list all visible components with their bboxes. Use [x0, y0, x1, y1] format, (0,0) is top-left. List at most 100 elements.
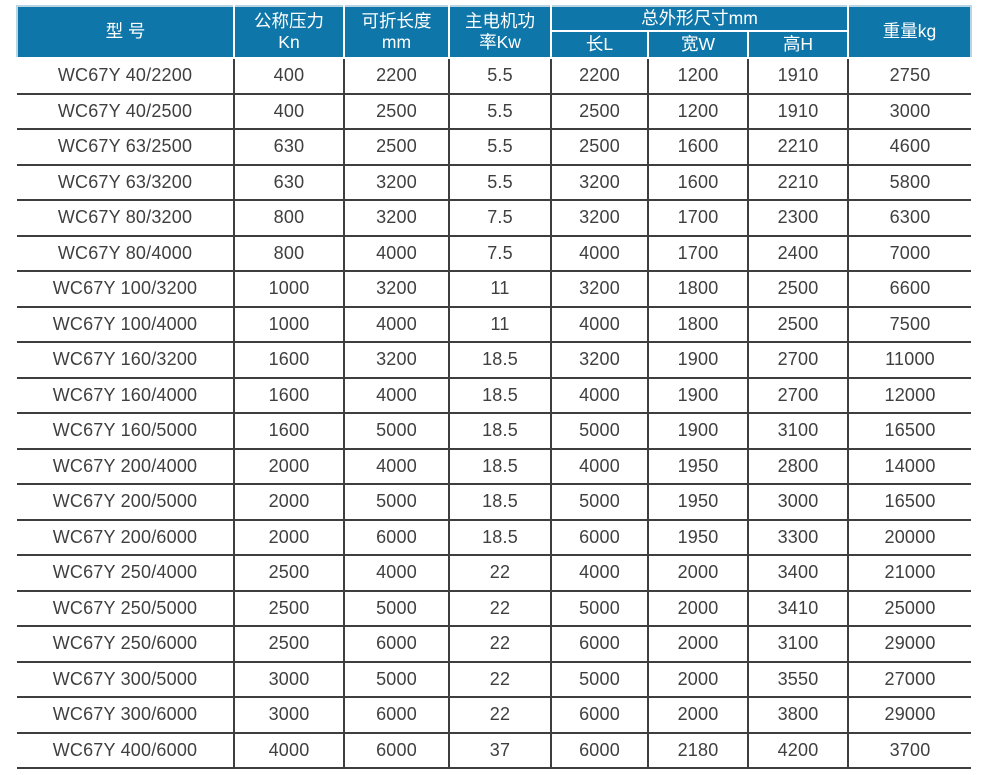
value-cell: 4000 [550, 377, 648, 414]
value-cell: 7000 [847, 235, 972, 272]
value-cell: 3200 [550, 342, 648, 379]
value-cell: 2500 [550, 93, 648, 130]
value-cell: 2200 [343, 58, 449, 95]
model-cell: WC67Y 200/6000 [17, 519, 234, 556]
model-cell: WC67Y 80/3200 [17, 200, 234, 237]
value-cell: 3000 [233, 661, 344, 698]
value-cell: 1800 [647, 306, 748, 343]
value-cell: 1900 [647, 413, 748, 450]
value-cell: 2500 [343, 93, 449, 130]
model-cell: WC67Y 250/6000 [17, 626, 234, 663]
value-cell: 7500 [847, 306, 972, 343]
model-cell: WC67Y 250/5000 [17, 590, 234, 627]
value-cell: 1800 [647, 271, 748, 308]
value-cell: 1950 [647, 484, 748, 521]
value-cell: 1600 [233, 413, 344, 450]
value-cell: 2000 [647, 626, 748, 663]
value-cell: 3410 [746, 590, 849, 627]
model-cell: WC67Y 300/5000 [17, 661, 234, 698]
value-cell: 25000 [847, 590, 972, 627]
value-cell: 12000 [847, 377, 972, 414]
value-cell: 37 [448, 732, 551, 769]
table-row: WC67Y 100/3200 1000 3200 11 3200 1800 2500 6600 [17, 271, 972, 308]
col-header-weight: 重量kg [847, 5, 973, 59]
value-cell: 1950 [647, 519, 748, 556]
value-cell: 3200 [550, 271, 648, 308]
col-header-overall-dimensions: 总外形尺寸mm [549, 5, 850, 32]
col-header-dim-width: 宽W [647, 30, 749, 59]
value-cell: 4000 [550, 448, 648, 485]
header-row-top: 型 号 公称压力 Kn 可折长度 mm 主电机功 率Kw 总外形尺寸mm 重量k… [16, 5, 973, 59]
value-cell: 5000 [343, 484, 449, 521]
value-cell: 3300 [746, 519, 849, 556]
value-cell: 1000 [233, 306, 344, 343]
table-row: WC67Y 160/3200 1600 3200 18.5 3200 1900 2700 11… [17, 342, 972, 379]
value-cell: 21000 [847, 555, 972, 592]
value-cell: 4000 [343, 448, 449, 485]
col-header-dim-length: 长L [550, 30, 649, 59]
value-cell: 2500 [746, 306, 849, 343]
value-cell: 20000 [847, 519, 972, 556]
value-cell: 400 [233, 58, 344, 95]
value-cell: 29000 [847, 626, 972, 663]
value-cell: 2000 [647, 555, 748, 592]
value-cell: 4000 [550, 235, 648, 272]
value-cell: 5000 [550, 413, 648, 450]
value-cell: 4000 [343, 377, 449, 414]
value-cell: 2700 [746, 342, 849, 379]
table-row: WC67Y 80/4000 800 4000 7.5 4000 1700 2400 7000 [17, 235, 972, 272]
model-cell: WC67Y 160/5000 [17, 413, 234, 450]
table-row: WC67Y 300/6000 3000 6000 22 6000 2000 3800 2900… [17, 697, 972, 734]
value-cell: 3200 [343, 200, 449, 237]
value-cell: 2210 [746, 129, 849, 166]
value-cell: 2500 [343, 129, 449, 166]
value-cell: 6000 [550, 626, 648, 663]
model-cell: WC67Y 250/4000 [17, 555, 234, 592]
model-cell: WC67Y 200/5000 [17, 484, 234, 521]
value-cell: 22 [448, 626, 551, 663]
col-header-nominal-pressure: 公称压力 Kn [233, 5, 345, 59]
value-cell: 2700 [746, 377, 849, 414]
model-cell: WC67Y 63/3200 [17, 164, 234, 201]
table-row: WC67Y 160/5000 1600 5000 18.5 5000 1900 3100 16… [17, 413, 972, 450]
value-cell: 6600 [847, 271, 972, 308]
value-cell: 18.5 [448, 519, 551, 556]
value-cell: 630 [233, 164, 344, 201]
value-cell: 5.5 [448, 58, 551, 95]
value-cell: 5.5 [448, 93, 551, 130]
value-cell: 3000 [233, 697, 344, 734]
value-cell: 11 [448, 306, 551, 343]
value-cell: 400 [233, 93, 344, 130]
value-cell: 6000 [343, 519, 449, 556]
table-row: WC67Y 250/4000 2500 4000 22 4000 2000 3400 2100… [17, 555, 972, 592]
value-cell: 2000 [647, 590, 748, 627]
value-cell: 6000 [550, 519, 648, 556]
value-cell: 18.5 [448, 377, 551, 414]
value-cell: 1900 [647, 377, 748, 414]
value-cell: 2750 [847, 58, 972, 95]
value-cell: 16500 [847, 484, 972, 521]
value-cell: 5800 [847, 164, 972, 201]
model-cell: WC67Y 40/2200 [17, 58, 234, 95]
table-row: WC67Y 100/4000 1000 4000 11 4000 1800 2500 7500 [17, 306, 972, 343]
value-cell: 5.5 [448, 164, 551, 201]
value-cell: 4000 [343, 306, 449, 343]
table-row: WC67Y 63/2500 630 2500 5.5 2500 1600 2210 4600 [17, 129, 972, 166]
value-cell: 3000 [847, 93, 972, 130]
value-cell: 22 [448, 590, 551, 627]
table-row: WC67Y 400/6000 4000 6000 37 6000 2180 4200 3700 [17, 732, 972, 769]
value-cell: 6000 [343, 732, 449, 769]
value-cell: 4000 [343, 555, 449, 592]
value-cell: 1600 [647, 164, 748, 201]
model-cell: WC67Y 160/4000 [17, 377, 234, 414]
value-cell: 5000 [343, 413, 449, 450]
value-cell: 2000 [233, 448, 344, 485]
value-cell: 18.5 [448, 342, 551, 379]
value-cell: 3200 [343, 271, 449, 308]
model-cell: WC67Y 80/4000 [17, 235, 234, 272]
value-cell: 4000 [550, 306, 648, 343]
table-row: WC67Y 40/2200 400 2200 5.5 2200 1200 1910 2750 [17, 58, 972, 95]
value-cell: 2180 [647, 732, 748, 769]
value-cell: 3100 [746, 413, 849, 450]
value-cell: 1700 [647, 235, 748, 272]
